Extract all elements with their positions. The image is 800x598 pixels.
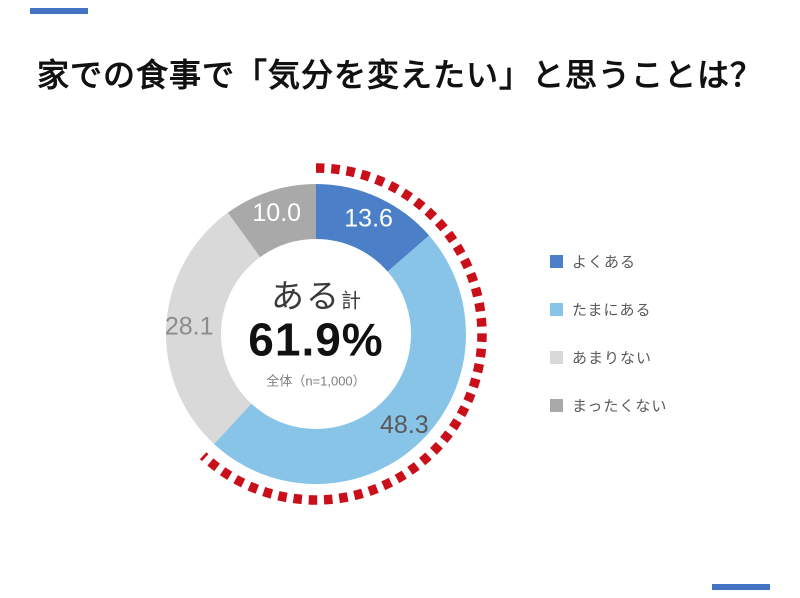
page-title: 家での食事で「気分を変えたい」と思うことは？ [36,57,763,93]
center-sample-note: 全体（n=1,000） [266,373,366,389]
legend-swatch [550,398,563,412]
legend-swatch [550,254,563,268]
donut-segment [214,235,467,485]
donut-segment [166,212,261,444]
center-group-label: ある計 [271,277,361,315]
legend-label: まったくない [572,397,668,415]
legend-swatch [550,350,563,364]
donut-segment [316,184,430,272]
donut-segment [227,184,316,258]
segment-value-label: 10.0 [252,199,301,227]
highlight-dotted-arc [199,163,487,505]
legend: よくあるたまにあるあまりないまったくない [550,250,667,442]
legend-item: よくある [550,250,667,272]
accent-bar-top-left [30,8,88,14]
legend-label: あまりない [572,349,653,367]
legend-item: まったくない [550,394,667,416]
donut-chart: 13.6 48.3 28.1 10.0 ある計 61.9% 全体（n=1,000） [126,144,506,524]
accent-bar-bottom-right [712,584,770,590]
donut-svg: 13.6 48.3 28.1 10.0 [165,163,487,505]
segment-value-label: 28.1 [165,312,214,340]
legend-item: たまにある [550,298,667,320]
center-total-value: 61.9% [248,313,384,366]
legend-item: あまりない [550,346,667,368]
segment-value-label: 13.6 [344,204,393,232]
legend-label: よくある [572,253,637,271]
legend-swatch [550,302,563,316]
legend-label: たまにある [572,301,652,319]
segment-value-label: 48.3 [380,411,429,439]
donut-center-label: ある計 61.9% 全体（n=1,000） [248,277,384,390]
